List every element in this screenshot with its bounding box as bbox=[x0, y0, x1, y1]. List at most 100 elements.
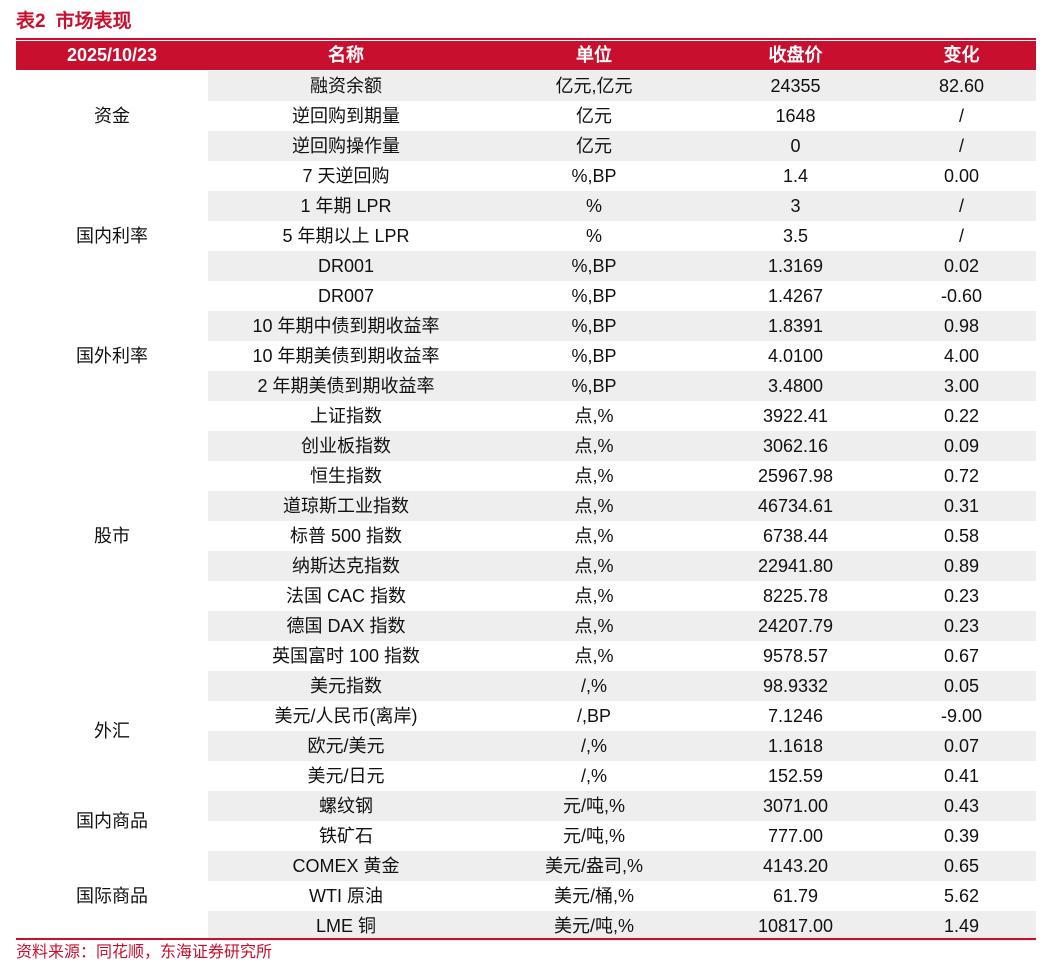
cell-change: 0.72 bbox=[943, 466, 980, 486]
cell-name: 融资余额 bbox=[310, 76, 382, 96]
cell-close: 0 bbox=[790, 136, 801, 156]
cell-change: / bbox=[958, 136, 964, 156]
table-row: 美元/日元 /,% 152.59 0.41 bbox=[208, 761, 1036, 791]
table-row: 法国 CAC 指数 点,% 8225.78 0.23 bbox=[208, 581, 1036, 611]
cell-close: 22941.80 bbox=[757, 556, 834, 576]
cell-close: 9578.57 bbox=[762, 646, 829, 666]
cell-unit: 点,% bbox=[574, 586, 614, 606]
cell-close: 3062.16 bbox=[762, 436, 829, 456]
cell-change: 1.49 bbox=[943, 916, 980, 936]
cell-name: 纳斯达克指数 bbox=[292, 556, 400, 576]
table-row: COMEX 黄金 美元/盎司,% 4143.20 0.65 bbox=[208, 851, 1036, 881]
cell-change: -0.60 bbox=[940, 286, 983, 306]
cell-close: 777.00 bbox=[767, 826, 824, 846]
cell-change: 0.23 bbox=[943, 616, 980, 636]
category-label: 国外利率 bbox=[76, 346, 148, 366]
cell-name: 2 年期美债到期收益率 bbox=[257, 376, 435, 396]
header-close: 收盘价 bbox=[768, 45, 823, 65]
cell-unit: /,% bbox=[580, 676, 607, 696]
cell-name: 1 年期 LPR bbox=[300, 196, 392, 216]
cell-close: 10817.00 bbox=[757, 916, 834, 936]
cell-unit: 点,% bbox=[574, 616, 614, 636]
source-note: 资料来源：同花顺，东海证券研究所 bbox=[16, 944, 273, 961]
cell-change: 0.05 bbox=[943, 676, 980, 696]
cell-unit: /,BP bbox=[576, 706, 611, 726]
table-row: 创业板指数 点,% 3062.16 0.09 bbox=[208, 431, 1036, 461]
cell-unit: %,BP bbox=[571, 376, 617, 396]
cell-name: 10 年期美债到期收益率 bbox=[252, 346, 440, 366]
cell-unit: %,BP bbox=[571, 346, 617, 366]
cell-close: 1648 bbox=[775, 106, 816, 126]
cell-close: 3.5 bbox=[782, 226, 809, 246]
cell-change: 4.00 bbox=[943, 346, 980, 366]
cell-close: 8225.78 bbox=[762, 586, 829, 606]
cell-change: 0.22 bbox=[943, 406, 980, 426]
cell-change: 0.23 bbox=[943, 586, 980, 606]
cell-name: 道琼斯工业指数 bbox=[283, 496, 409, 516]
cell-name: 10 年期中债到期收益率 bbox=[252, 316, 440, 336]
cell-change: 0.31 bbox=[943, 496, 980, 516]
table-row: 上证指数 点,% 3922.41 0.22 bbox=[208, 401, 1036, 431]
cell-change: 82.60 bbox=[938, 76, 985, 96]
table-row: DR001 %,BP 1.3169 0.02 bbox=[208, 251, 1036, 281]
category-label: 资金 bbox=[94, 106, 130, 126]
table-row: LME 铜 美元/吨,% 10817.00 1.49 bbox=[208, 911, 1036, 941]
cell-name: 法国 CAC 指数 bbox=[285, 586, 406, 606]
cell-unit: 元/吨,% bbox=[562, 826, 625, 846]
table-row: 恒生指数 点,% 25967.98 0.72 bbox=[208, 461, 1036, 491]
table-row: 美元指数 /,% 98.9332 0.05 bbox=[208, 671, 1036, 701]
table-row: 道琼斯工业指数 点,% 46734.61 0.31 bbox=[208, 491, 1036, 521]
cell-unit: 美元/桶,% bbox=[553, 886, 634, 906]
cell-close: 3071.00 bbox=[762, 796, 829, 816]
cell-name: 逆回购到期量 bbox=[292, 106, 400, 126]
cell-unit: 点,% bbox=[574, 646, 614, 666]
cell-change: 0.98 bbox=[943, 316, 980, 336]
cell-unit: 点,% bbox=[574, 556, 614, 576]
table-row: 铁矿石 元/吨,% 777.00 0.39 bbox=[208, 821, 1036, 851]
cell-change: 0.58 bbox=[943, 526, 980, 546]
cell-unit: 亿元 bbox=[576, 136, 612, 156]
cell-name: 上证指数 bbox=[310, 406, 382, 426]
cell-name: 标普 500 指数 bbox=[289, 526, 403, 546]
cell-close: 98.9332 bbox=[762, 676, 829, 696]
header-unit: 单位 bbox=[576, 45, 612, 65]
cell-change: 0.41 bbox=[943, 766, 980, 786]
cell-close: 24207.79 bbox=[757, 616, 834, 636]
cell-close: 7.1246 bbox=[767, 706, 824, 726]
cell-name: 美元指数 bbox=[310, 676, 382, 696]
cell-name: DR001 bbox=[317, 256, 375, 276]
cell-name: 逆回购操作量 bbox=[292, 136, 400, 156]
cell-unit: %,BP bbox=[571, 286, 617, 306]
cell-close: 1.3169 bbox=[767, 256, 824, 276]
cell-close: 61.79 bbox=[772, 886, 819, 906]
header-date: 2025/10/23 bbox=[66, 45, 158, 65]
cell-close: 4143.20 bbox=[762, 856, 829, 876]
cell-change: 0.67 bbox=[943, 646, 980, 666]
cell-change: 0.43 bbox=[943, 796, 980, 816]
cell-name: 美元/人民币(离岸) bbox=[274, 706, 418, 726]
cell-close: 3 bbox=[790, 196, 801, 216]
cell-change: 0.39 bbox=[943, 826, 980, 846]
cell-change: / bbox=[958, 106, 964, 126]
table-row: 欧元/美元 /,% 1.1618 0.07 bbox=[208, 731, 1036, 761]
table-row: 纳斯达克指数 点,% 22941.80 0.89 bbox=[208, 551, 1036, 581]
table-row: 螺纹钢 元/吨,% 3071.00 0.43 bbox=[208, 791, 1036, 821]
cell-unit: /,% bbox=[580, 766, 607, 786]
cell-unit: %,BP bbox=[571, 256, 617, 276]
cell-close: 6738.44 bbox=[762, 526, 829, 546]
cell-name: 德国 DAX 指数 bbox=[286, 616, 406, 636]
bottom-rule bbox=[16, 938, 1036, 940]
table-row: 标普 500 指数 点,% 6738.44 0.58 bbox=[208, 521, 1036, 551]
cell-unit: 美元/盎司,% bbox=[544, 856, 643, 876]
cell-change: 5.62 bbox=[943, 886, 980, 906]
category-column: 资金 国内利率 国外利率 股市 外汇 国内商品 国际商品 bbox=[16, 71, 208, 939]
table-row: 2 年期美债到期收益率 %,BP 3.4800 3.00 bbox=[208, 371, 1036, 401]
cell-name: 5 年期以上 LPR bbox=[282, 226, 410, 246]
cell-unit: 美元/吨,% bbox=[553, 916, 634, 936]
cell-unit: 点,% bbox=[574, 406, 614, 426]
cell-name: LME 铜 bbox=[315, 916, 376, 936]
table-row: 美元/人民币(离岸) /,BP 7.1246 -9.00 bbox=[208, 701, 1036, 731]
table-row: 10 年期中债到期收益率 %,BP 1.8391 0.98 bbox=[208, 311, 1036, 341]
table-number: 表2 bbox=[16, 11, 46, 32]
table-row: 1 年期 LPR% 3 / bbox=[208, 191, 1036, 221]
